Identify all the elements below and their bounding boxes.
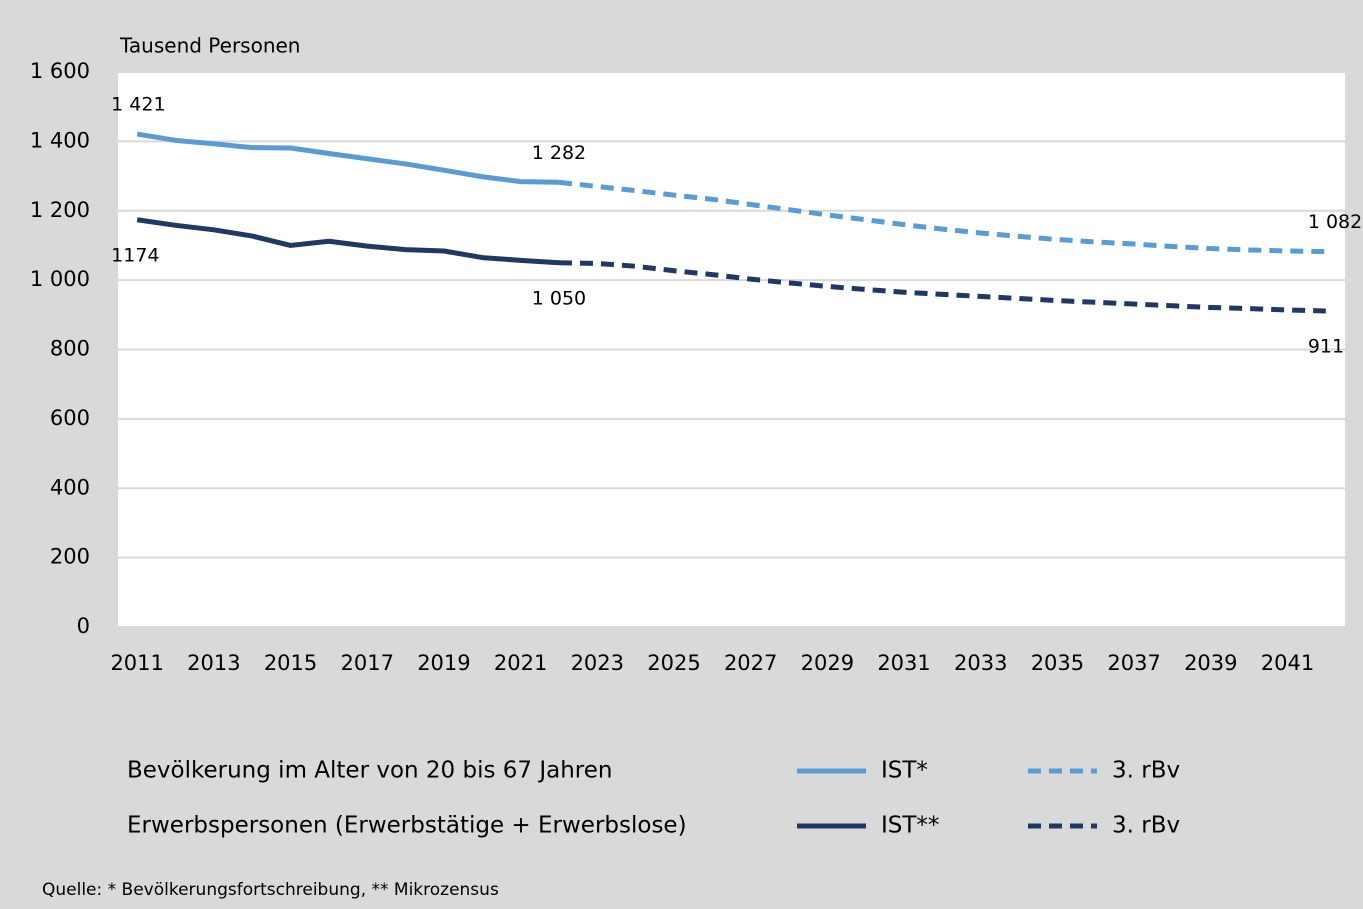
x-tick-label: 2031 [877, 651, 930, 675]
x-tick-label: 2041 [1261, 651, 1314, 675]
x-tick-label: 2011 [110, 651, 163, 675]
x-tick-label: 2035 [1031, 651, 1084, 675]
x-tick-label: 2013 [187, 651, 240, 675]
line [136, 131, 559, 185]
source: Quelle: * Bevölkerungsfortschreibung, **… [42, 880, 499, 900]
data-label: 1 282 [532, 142, 586, 164]
x-tick-label: 2017 [341, 651, 394, 675]
y-tick-label: 1 000 [30, 267, 90, 291]
line [558, 260, 1326, 314]
y-tick-label: 1 200 [30, 198, 90, 222]
x-tick-label: 2015 [264, 651, 317, 675]
y-tick-label: 0 [77, 614, 90, 638]
data-label: 1 082 [1308, 211, 1362, 233]
x-tick-label: 2029 [801, 651, 854, 675]
y-tick-label: 800 [50, 337, 90, 361]
legend-label: IST** [881, 813, 939, 839]
x-tick-label: 2025 [647, 651, 700, 675]
legend-label: 3. rBv [1112, 813, 1180, 839]
x-tick-label: 2033 [954, 651, 1007, 675]
line [558, 179, 1326, 255]
y-tick-label: 200 [50, 545, 90, 569]
legend-row-label: Bevölkerung im Alter von 20 bis 67 Jahre… [127, 758, 612, 784]
x-tick-label: 2019 [417, 651, 470, 675]
data-label: 1174 [111, 244, 159, 266]
x-tick-label: 2027 [724, 651, 777, 675]
x-tick-label: 2039 [1184, 651, 1237, 675]
x-tick-label: 2021 [494, 651, 547, 675]
data-label: 1 421 [111, 94, 165, 116]
y-axis-label: Tausend Personen [119, 34, 300, 58]
y-tick-label: 600 [50, 406, 90, 430]
x-tick-label: 2023 [571, 651, 624, 675]
data-label: 911 [1308, 335, 1344, 357]
data-label: 1 050 [532, 287, 586, 309]
x-tick-label: 2037 [1107, 651, 1160, 675]
y-tick-label: 1 600 [30, 59, 90, 83]
legend-label: 3. rBv [1112, 758, 1180, 784]
legend-label: IST* [881, 758, 928, 784]
legend-row-label: Erwerbspersonen (Erwerbstätige + Erwerbs… [127, 813, 687, 839]
line [136, 217, 560, 266]
y-tick-label: 400 [50, 475, 90, 499]
y-tick-label: 1 400 [30, 128, 90, 152]
